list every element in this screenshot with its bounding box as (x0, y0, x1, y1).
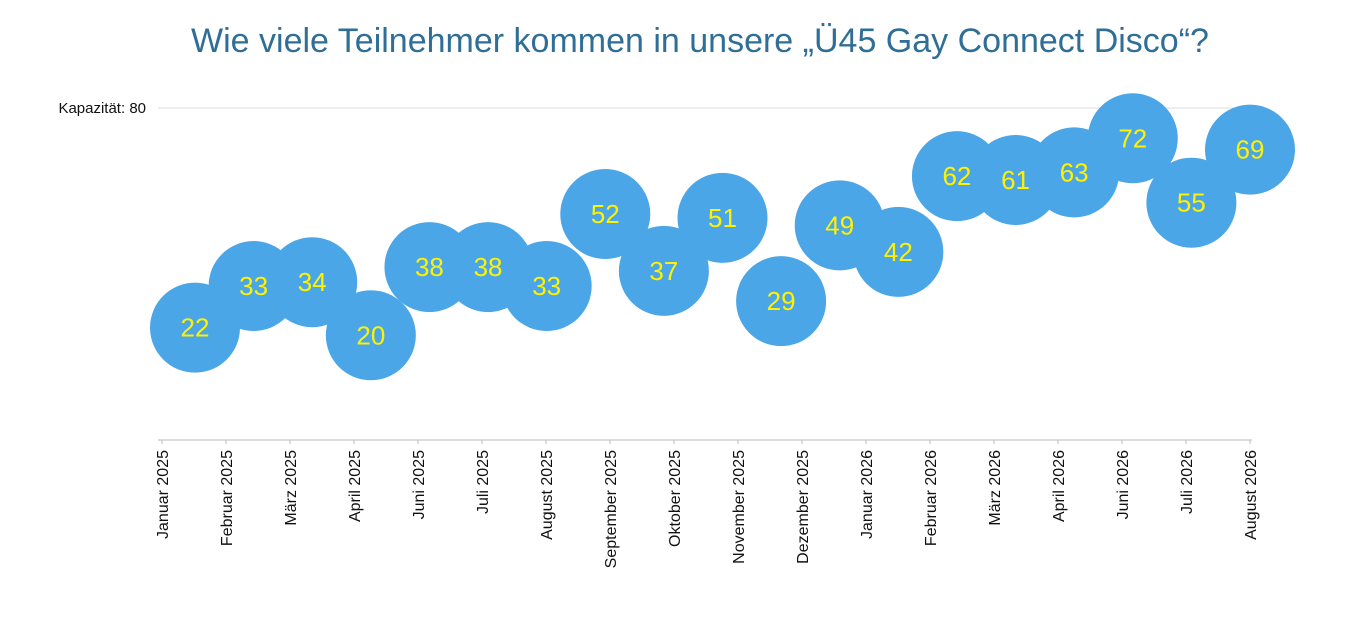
x-tick-label: Juli 2025 (475, 450, 492, 514)
capacity-label: Kapazität: 80 (58, 100, 146, 117)
data-label: 52 (591, 199, 620, 229)
data-bubble (501, 241, 592, 332)
data-bubble (677, 172, 768, 263)
x-tick-label: Oktober 2025 (667, 450, 684, 547)
x-tick-label: Juli 2026 (1179, 450, 1196, 514)
data-label: 33 (239, 271, 268, 301)
data-label: 34 (298, 267, 327, 297)
x-tick-label: März 2026 (987, 450, 1004, 526)
x-tick-label: September 2025 (603, 450, 620, 568)
data-point: 33 (501, 241, 592, 332)
data-bubble (325, 290, 416, 381)
chart-title: Wie viele Teilnehmer kommen in unsere „Ü… (191, 22, 1209, 60)
reference-line-group: Kapazität: 80 (58, 100, 1252, 117)
data-point: 52 (560, 169, 651, 260)
data-bubble (1087, 93, 1178, 184)
data-label: 51 (708, 203, 737, 233)
x-tick-label: Juni 2026 (1115, 450, 1132, 519)
data-label: 29 (767, 286, 796, 316)
data-label: 22 (181, 313, 210, 343)
x-tick-label: März 2025 (283, 450, 300, 526)
data-label: 63 (1060, 157, 1089, 187)
x-tick-label: Februar 2026 (923, 450, 940, 546)
data-points: 22 33 34 20 38 38 33 52 37 51 29 49 42 62 61 63 72 55 69 (150, 93, 1295, 381)
data-label: 33 (532, 271, 561, 301)
data-label: 42 (884, 237, 913, 267)
data-point: 37 (618, 225, 709, 316)
data-bubble (853, 206, 944, 297)
x-tick-label: Januar 2026 (859, 450, 876, 539)
data-label: 38 (474, 252, 503, 282)
data-bubble (560, 169, 651, 260)
data-point: 42 (853, 206, 944, 297)
x-tick-label: Februar 2025 (219, 450, 236, 546)
x-tick-label: April 2025 (347, 450, 364, 522)
data-point: 20 (325, 290, 416, 381)
data-label: 20 (356, 320, 385, 350)
data-point: 55 (1146, 157, 1237, 248)
x-tick-label: August 2025 (539, 450, 556, 540)
x-axis-ticks: Januar 2025 Februar 2025 März 2025 April 20… (155, 440, 1260, 568)
data-label: 38 (415, 252, 444, 282)
data-label: 61 (1001, 165, 1030, 195)
data-point: 29 (736, 256, 827, 347)
data-point: 69 (1205, 104, 1295, 195)
data-bubble (618, 225, 709, 316)
x-tick-label: November 2025 (731, 450, 748, 564)
data-label: 62 (942, 161, 971, 191)
data-bubble (1205, 104, 1295, 195)
data-label: 37 (649, 256, 678, 286)
x-tick-label: April 2026 (1051, 450, 1068, 522)
data-point: 51 (677, 172, 768, 263)
data-bubble (1146, 157, 1237, 248)
data-label: 55 (1177, 188, 1206, 218)
data-bubble (736, 256, 827, 347)
data-label: 49 (825, 210, 854, 240)
data-point: 72 (1087, 93, 1178, 184)
data-point: 34 (267, 237, 358, 328)
x-tick-label: Juni 2025 (411, 450, 428, 519)
x-tick-label: Januar 2025 (155, 450, 172, 539)
x-tick-label: Dezember 2025 (795, 450, 812, 564)
x-tick-label: August 2026 (1243, 450, 1260, 540)
data-label: 72 (1118, 123, 1147, 153)
data-label: 69 (1236, 135, 1265, 165)
data-bubble (267, 237, 358, 328)
